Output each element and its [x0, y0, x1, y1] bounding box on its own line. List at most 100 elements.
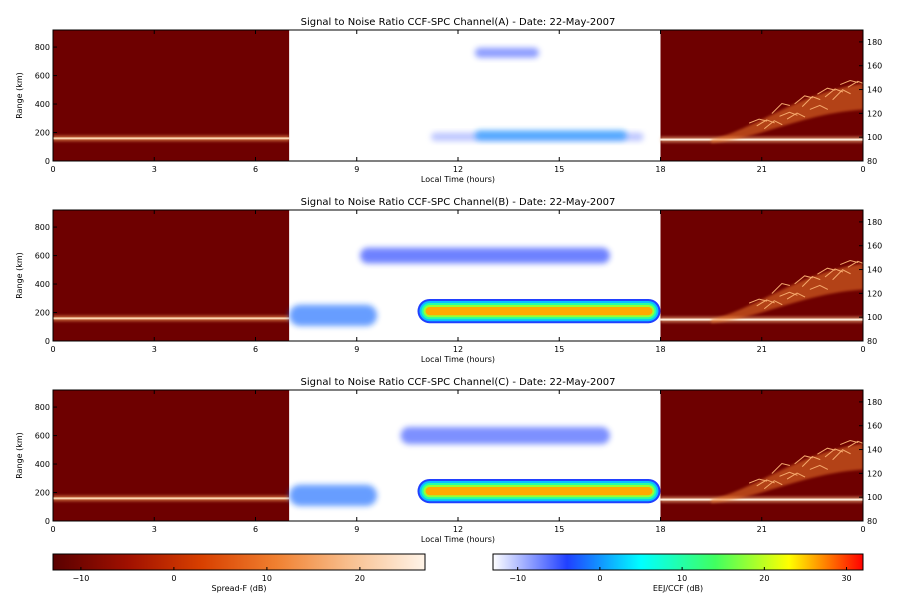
echo-streak — [771, 462, 790, 474]
y2-tick-label: 100 — [867, 313, 882, 322]
x-tick-label: 6 — [253, 165, 258, 174]
y-axis-label: Range (km) — [15, 72, 24, 119]
echo-streak — [840, 440, 859, 446]
colorbar-tick-label: −10 — [509, 574, 526, 583]
echo-layer-core — [53, 317, 290, 320]
echo-streak — [794, 275, 813, 285]
echo-streak — [786, 472, 806, 480]
echo-band — [289, 484, 377, 507]
echo-band — [289, 304, 377, 327]
colorbar-gradient — [492, 553, 864, 571]
echo-streak — [817, 267, 836, 275]
y-tick-label: 0 — [45, 337, 50, 346]
y2-tick-label: 160 — [867, 62, 882, 71]
chart-0: Signal to Noise Ratio CCF-SPC Channel(A)… — [15, 17, 882, 184]
echo-streak — [840, 80, 859, 86]
x-tick-label: 6 — [253, 345, 258, 354]
echo-layer-core — [660, 138, 863, 141]
echo-layer-core — [53, 137, 290, 140]
echo-band — [474, 47, 539, 58]
colorbar-tick-label: −10 — [72, 574, 89, 583]
x-tick-label: 0 — [860, 165, 865, 174]
x-tick-label: 12 — [453, 525, 463, 534]
x-tick-label: 12 — [453, 345, 463, 354]
y-tick-label: 200 — [35, 309, 50, 318]
x-tick-label: 21 — [757, 345, 767, 354]
echo-streak — [763, 120, 783, 130]
y-tick-label: 400 — [35, 100, 50, 109]
panel-background-eej-ccf — [289, 30, 661, 161]
echo-band-contour — [425, 306, 653, 316]
x-tick-label: 15 — [554, 525, 564, 534]
x-tick-label: 18 — [655, 165, 665, 174]
colorbar-gradient — [52, 553, 426, 571]
y-tick-label: 600 — [35, 252, 50, 261]
echo-band — [474, 130, 627, 141]
y2-tick-label: 180 — [867, 398, 882, 407]
y2-tick-label: 100 — [867, 133, 882, 142]
y-tick-label: 600 — [35, 72, 50, 81]
x-tick-label: 0 — [50, 525, 55, 534]
y2-tick-label: 80 — [867, 337, 877, 346]
echo-streak — [786, 112, 806, 120]
x-tick-label: 6 — [253, 525, 258, 534]
y-tick-label: 0 — [45, 157, 50, 166]
colorbar-eej-ccf: −10 0 10 20 30 EEJ/CCF (dB) — [492, 553, 864, 593]
echo-streak — [847, 260, 863, 268]
colorbar-tick-label: 30 — [841, 574, 851, 583]
chart-title: Signal to Noise Ratio CCF-SPC Channel(C)… — [301, 377, 616, 388]
echo-streak — [809, 104, 829, 110]
y-tick-label: 400 — [35, 460, 50, 469]
chart-2: Signal to Noise Ratio CCF-SPC Channel(C)… — [15, 377, 882, 544]
echo-streak — [771, 282, 790, 294]
chart-1: Signal to Noise Ratio CCF-SPC Channel(B)… — [15, 197, 882, 364]
x-tick-label: 3 — [152, 525, 157, 534]
echo-streak — [817, 87, 836, 95]
echo-streak — [748, 478, 768, 484]
y-tick-label: 800 — [35, 43, 50, 52]
echo-band — [400, 427, 610, 445]
y2-tick-label: 120 — [867, 469, 882, 478]
echo-streak — [824, 88, 844, 98]
echo-streak — [748, 118, 768, 124]
colorbar-tick-label: 10 — [262, 574, 272, 583]
colorbar-tick-label: 20 — [759, 574, 769, 583]
echo-streak — [832, 269, 851, 281]
x-tick-label: 18 — [655, 345, 665, 354]
y-tick-label: 400 — [35, 280, 50, 289]
x-tick-label: 9 — [354, 345, 359, 354]
echo-band-contour — [425, 486, 653, 496]
x-tick-label: 15 — [554, 165, 564, 174]
y2-tick-label: 160 — [867, 242, 882, 251]
y2-tick-label: 120 — [867, 109, 882, 118]
x-tick-label: 15 — [554, 345, 564, 354]
colorbar-spread-f: −10 0 10 20 Spread-F (dB) — [52, 553, 426, 593]
echo-layer-core — [660, 318, 863, 321]
plot-area — [53, 30, 863, 161]
chart-title: Signal to Noise Ratio CCF-SPC Channel(B)… — [301, 197, 616, 208]
y2-tick-label: 160 — [867, 422, 882, 431]
x-tick-label: 9 — [354, 525, 359, 534]
x-tick-label: 21 — [757, 525, 767, 534]
y-tick-label: 200 — [35, 129, 50, 138]
echo-streak — [847, 440, 863, 448]
echo-streak — [824, 448, 844, 458]
y2-tick-label: 100 — [867, 493, 882, 502]
y-axis-label: Range (km) — [15, 252, 24, 299]
colorbar-label: Spread-F (dB) — [211, 584, 266, 593]
x-tick-label: 3 — [152, 165, 157, 174]
y2-tick-label: 140 — [867, 86, 882, 95]
echo-streak — [809, 464, 829, 470]
y2-tick-label: 120 — [867, 289, 882, 298]
colorbar-tick-label: 0 — [597, 574, 602, 583]
y-tick-label: 800 — [35, 223, 50, 232]
echo-streak — [832, 89, 851, 101]
x-tick-label: 18 — [655, 525, 665, 534]
y2-tick-label: 80 — [867, 517, 877, 526]
echo-streak — [794, 95, 813, 105]
echo-layer-core — [660, 498, 863, 501]
x-axis-label: Local Time (hours) — [421, 355, 495, 364]
chart-title: Signal to Noise Ratio CCF-SPC Channel(A)… — [301, 17, 616, 28]
echo-streak — [840, 260, 859, 266]
